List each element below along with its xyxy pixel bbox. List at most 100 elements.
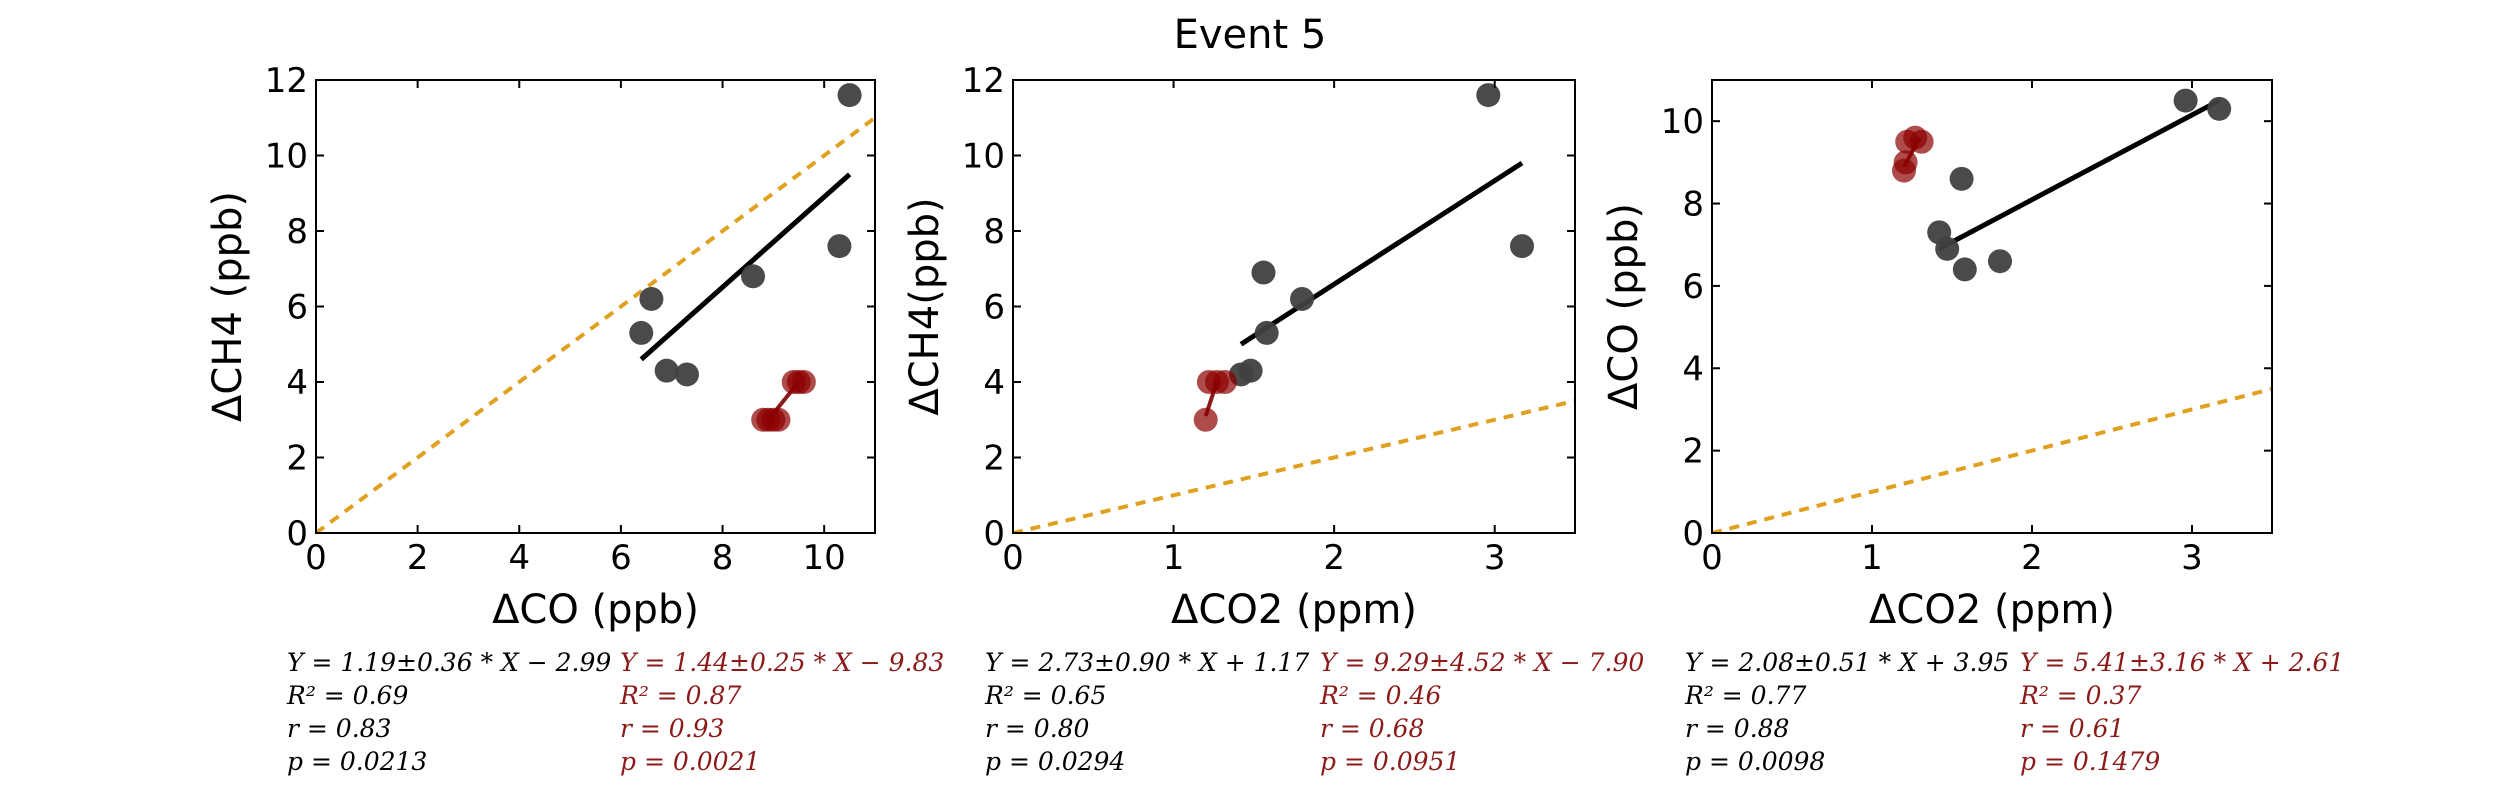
data-point-black [1988, 249, 2012, 274]
data-point-black [1510, 234, 1535, 259]
x-tick-label: 3 [1484, 538, 1506, 578]
stats-red-line: p = 0.0021 [620, 747, 760, 776]
stats-black-line: p = 0.0294 [985, 747, 1125, 776]
y-tick-label: 2 [286, 439, 308, 479]
y-tick-label: 8 [983, 212, 1005, 252]
fit-line-black [1938, 98, 2221, 252]
y-tick-label: 10 [962, 137, 1005, 177]
x-tick-label: 0 [305, 538, 327, 578]
x-tick-label: 1 [1861, 538, 1883, 578]
stats-red-line: r = 0.61 [2020, 714, 2124, 743]
y-tick-label: 6 [286, 288, 308, 328]
x-tick-label: 2 [2021, 538, 2043, 578]
y-tick-label: 4 [1682, 349, 1704, 389]
stats-black-line: r = 0.83 [287, 714, 391, 743]
stats-red-line: R² = 0.87 [619, 681, 741, 710]
stats-black-line: r = 0.80 [985, 714, 1090, 743]
data-point-red [766, 407, 791, 432]
data-point-black [1290, 286, 1315, 311]
data-point-black [1952, 257, 1977, 282]
chart-panel-1: 0 2 4 6 8 10 0 2 4 6 8 10 12 ΔCO (ppb) ΔCH4 (ppb) Y = 1… [205, 61, 944, 776]
data-point-black [2173, 88, 2198, 113]
data-point-black [654, 358, 679, 383]
one-to-one-line [1013, 398, 1575, 533]
stats-black-line: r = 0.88 [1685, 714, 1789, 743]
data-point-red [1193, 407, 1218, 432]
data-point-black [1251, 260, 1276, 285]
x-axis-label: ΔCO2 (ppm) [1869, 587, 2115, 633]
y-tick-label: 6 [983, 288, 1005, 328]
data-point-black [837, 83, 862, 108]
x-tick-label: 3 [2181, 538, 2203, 578]
data-point-black [1949, 166, 1974, 191]
axes-frame [315, 79, 876, 534]
stats-black-line: Y = 2.73±0.90 * X + 1.17 [985, 648, 1309, 677]
fit-line-black [639, 172, 852, 362]
stats-black-line: p = 0.0098 [1685, 747, 1825, 776]
chart-panel-3: 0 1 2 3 0 2 4 6 8 10 ΔCO2 (ppm) ΔCO (ppb) Y = 2.08±0… [1601, 79, 2344, 776]
stats-black-line: R² = 0.77 [1684, 681, 1806, 710]
y-tick-label: 2 [983, 439, 1005, 479]
y-axis-label: ΔCH4 (ppb) [205, 191, 251, 422]
y-tick-label: 2 [1682, 432, 1704, 472]
stats-black-line: Y = 1.19±0.36 * X − 2.99 [287, 648, 611, 677]
stats-red-line: p = 0.0951 [1320, 747, 1460, 776]
stats-red-line: p = 0.1479 [2020, 747, 2160, 776]
stats-red-line: R² = 0.37 [2019, 681, 2141, 710]
x-tick-label: 8 [712, 538, 734, 578]
x-tick-label: 0 [1002, 538, 1024, 578]
x-tick-label: 1 [1163, 538, 1185, 578]
fit-line-black [1239, 160, 1524, 347]
data-point-red [1893, 150, 1918, 175]
x-tick-label: 0 [1701, 538, 1723, 578]
x-tick-label: 2 [407, 538, 429, 578]
x-tick-label: 4 [508, 538, 530, 578]
one-to-one-line [316, 115, 875, 533]
y-tick-label: 0 [286, 514, 308, 554]
x-axis-label: ΔCO2 (ppm) [1171, 587, 1417, 633]
data-point-black [827, 234, 852, 259]
data-point-black [629, 320, 654, 345]
data-point-black [1238, 358, 1263, 383]
y-tick-label: 0 [1682, 514, 1704, 554]
data-point-black [639, 286, 664, 311]
data-point-black [2207, 96, 2232, 121]
x-axis-label: ΔCO (ppb) [492, 587, 699, 633]
y-tick-label: 12 [962, 61, 1005, 101]
stats-red-line: r = 0.68 [1320, 714, 1424, 743]
stats-red-line: Y = 5.41±3.16 * X + 2.61 [2020, 648, 2344, 677]
y-tick-label: 8 [1682, 185, 1704, 225]
stats-red-line: Y = 1.44±0.25 * X − 9.83 [620, 648, 944, 677]
data-point-black [741, 264, 766, 289]
data-point-black [1935, 236, 1960, 261]
data-point-black [1254, 320, 1279, 345]
y-tick-label: 4 [983, 363, 1005, 403]
data-point-red [791, 370, 816, 394]
stats-red-line: R² = 0.46 [1319, 681, 1441, 710]
stats-black-line: p = 0.0213 [287, 747, 427, 776]
stats-black-line: R² = 0.65 [984, 681, 1106, 710]
stats-black-line: R² = 0.69 [286, 681, 408, 710]
y-axis-label: ΔCH4(ppb) [902, 197, 948, 415]
y-tick-label: 6 [1682, 267, 1704, 307]
stats-black-line: Y = 2.08±0.51 * X + 3.95 [1685, 648, 2009, 677]
x-tick-label: 10 [803, 538, 846, 578]
stats-red-line: Y = 9.29±4.52 * X − 7.90 [1320, 648, 1644, 677]
figure-title: Event 5 [1174, 12, 1327, 58]
x-tick-label: 6 [610, 538, 632, 578]
data-point-black [1476, 83, 1501, 108]
data-point-red [1212, 370, 1237, 394]
data-point-black [674, 362, 699, 387]
data-point-red [1909, 129, 1934, 154]
stats-red-line: r = 0.93 [620, 714, 724, 743]
y-tick-label: 4 [286, 363, 308, 403]
y-tick-label: 0 [983, 514, 1005, 554]
one-to-one-line [1712, 386, 2272, 533]
y-tick-label: 12 [265, 61, 308, 101]
y-tick-label: 8 [286, 212, 308, 252]
axes-frame [1711, 79, 2273, 534]
y-tick-label: 10 [1661, 102, 1704, 142]
